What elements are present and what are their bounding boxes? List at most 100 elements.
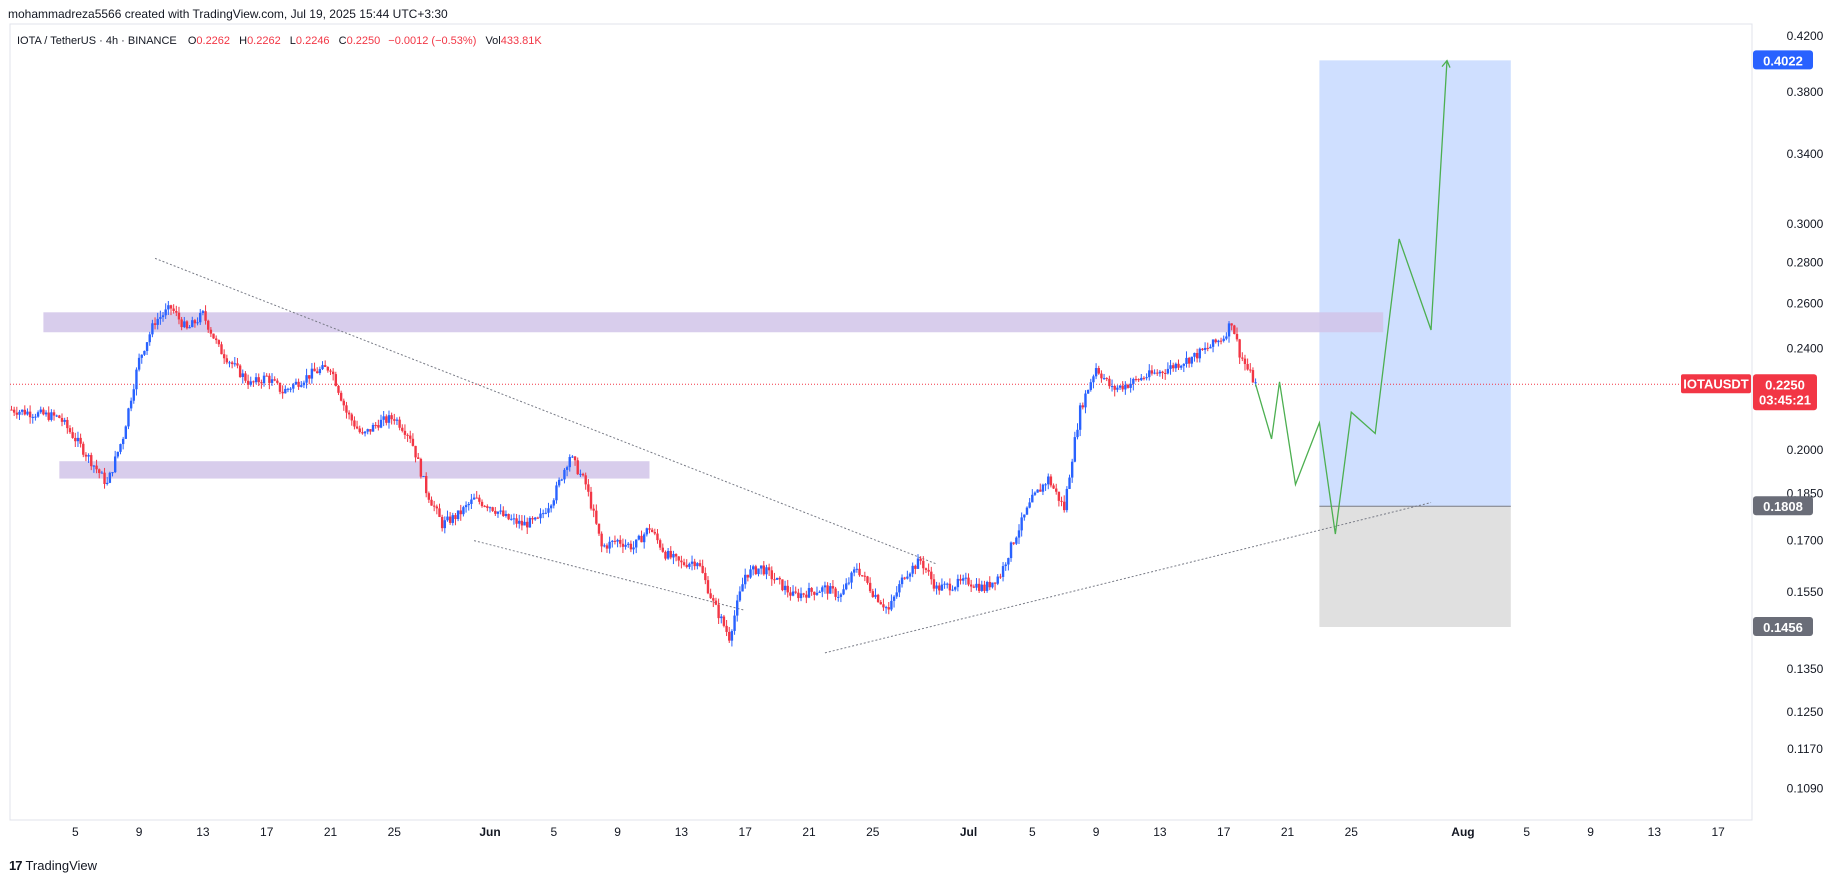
candle-body [940, 584, 944, 591]
candle-body [653, 532, 657, 534]
candle-body [815, 592, 819, 595]
candle-body [68, 428, 72, 433]
candle-body [87, 455, 90, 457]
candle-body [111, 472, 114, 474]
candle-body [964, 577, 968, 579]
candle-body [1031, 494, 1034, 503]
candle-body [361, 432, 364, 434]
candle-body [462, 507, 465, 515]
candle-body [1132, 378, 1135, 384]
candle-body [1012, 542, 1015, 544]
close-label: C [338, 35, 347, 47]
candle-body [121, 438, 125, 445]
candle-body [983, 584, 986, 591]
candle-body [767, 567, 771, 571]
candle-body [720, 616, 723, 619]
candle-body [1015, 537, 1018, 544]
candle-body [90, 455, 93, 467]
symbol-name[interactable]: IOTA / TetherUS · 4h · BINANCE [17, 35, 177, 47]
candle-body [177, 312, 181, 320]
candle-body [129, 400, 133, 409]
candle-body [985, 581, 989, 591]
candle-body [698, 563, 702, 566]
symbol-tag-bg [1681, 374, 1751, 394]
candle-body [470, 499, 473, 504]
low-label: L [289, 35, 296, 47]
candle-body [249, 381, 252, 385]
candle-body [371, 424, 375, 432]
candle-body [871, 591, 874, 597]
candle-body [576, 460, 579, 475]
candle-body [1028, 502, 1031, 508]
candle-body [932, 579, 936, 589]
candle-body [143, 350, 146, 355]
candle-body [597, 523, 601, 534]
candle-body [42, 409, 45, 415]
candle-body [1001, 566, 1005, 577]
candle-body [419, 458, 423, 477]
y-tick-label: 0.3800 [1787, 85, 1824, 99]
candle-body [1047, 476, 1050, 485]
candle-body [294, 381, 298, 385]
tradingview-footer[interactable]: 17 TradingView [9, 858, 97, 873]
candle-body [642, 534, 646, 543]
candle-body [627, 543, 630, 545]
candle-body [568, 457, 571, 468]
candle-body [661, 547, 664, 552]
candle-body [1179, 365, 1183, 368]
y-tick-label: 0.1700 [1787, 534, 1824, 548]
candle-body [220, 344, 223, 355]
candle-body [959, 578, 962, 581]
target-price-badge-bg [1753, 50, 1813, 70]
candle-body [480, 501, 484, 507]
candle-body [531, 517, 534, 520]
candle-body [1217, 340, 1220, 343]
candle-body [1110, 386, 1114, 388]
candle-body [443, 520, 447, 529]
candle-body [273, 379, 276, 381]
candle-body [837, 596, 840, 598]
candle-body [281, 391, 284, 394]
x-tick-label: 5 [1523, 825, 1530, 839]
candle-body [1060, 500, 1063, 502]
candle-body [74, 437, 77, 442]
candle-body [382, 416, 385, 420]
candle-body [1219, 340, 1223, 342]
candle-body [369, 429, 372, 432]
candle-body [270, 379, 274, 383]
candle-body [510, 518, 513, 520]
candle-body [672, 554, 675, 558]
x-tick-label: 21 [324, 825, 338, 839]
candle-body [693, 561, 696, 567]
candle-body [204, 311, 207, 321]
candle-body [975, 583, 978, 588]
candle-body [539, 513, 542, 519]
candle-body [151, 323, 154, 335]
candle-body [924, 568, 928, 570]
candle-body [39, 409, 42, 413]
x-tick-label: 17 [1217, 825, 1231, 839]
candle-body [791, 591, 795, 596]
candle-body [682, 562, 686, 565]
y-tick-label: 0.2800 [1787, 255, 1824, 269]
candle-body [417, 457, 420, 459]
candle-body [799, 593, 803, 599]
candle-body [329, 370, 332, 372]
candle-body [1070, 461, 1074, 478]
candle-body [268, 375, 271, 383]
y-tick-label: 0.3000 [1787, 217, 1824, 231]
candle-body [401, 427, 404, 431]
candle-body [688, 563, 691, 567]
candle-body [430, 499, 433, 506]
candle-body [1174, 363, 1178, 369]
candle-body [900, 577, 904, 585]
candle-body [1164, 372, 1167, 374]
low-value: 0.2246 [295, 35, 330, 47]
candle-body [821, 587, 824, 592]
candle-body [563, 469, 566, 480]
chart-credit: mohammadreza5566 created with TradingVie… [8, 7, 448, 21]
y-tick-label: 0.1350 [1787, 662, 1824, 676]
candle-body [79, 437, 82, 444]
candle-body [95, 465, 98, 470]
